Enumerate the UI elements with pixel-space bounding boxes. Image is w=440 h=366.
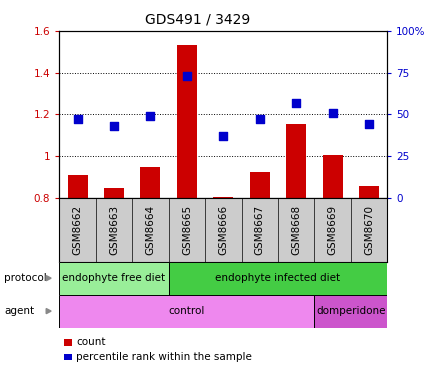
Bar [323,155,343,198]
Point [147,113,154,119]
Point [293,100,300,106]
Bar [250,172,270,198]
Bar [68,175,88,198]
Text: GSM8664: GSM8664 [146,205,155,255]
Text: GDS491 / 3429: GDS491 / 3429 [145,13,251,27]
Point [329,110,336,116]
Bar [169,262,387,295]
Text: domperidone: domperidone [316,306,385,316]
Point [110,123,117,129]
Point [183,73,191,79]
Bar [177,45,197,198]
Bar [59,262,169,295]
Bar [213,197,233,198]
Bar [359,186,379,198]
Text: control: control [169,306,205,316]
Text: endophyte free diet: endophyte free diet [62,273,165,283]
Text: GSM8668: GSM8668 [291,205,301,255]
Bar [140,168,161,198]
Point [74,116,81,122]
Text: protocol: protocol [4,273,47,283]
Text: agent: agent [4,306,34,316]
Bar [104,188,124,198]
Text: GSM8663: GSM8663 [109,205,119,255]
Text: percentile rank within the sample: percentile rank within the sample [76,352,252,362]
Text: GSM8662: GSM8662 [73,205,83,255]
Text: GSM8670: GSM8670 [364,205,374,255]
Point [366,122,373,127]
Point [256,116,263,122]
Text: endophyte infected diet: endophyte infected diet [215,273,341,283]
Text: GSM8667: GSM8667 [255,205,265,255]
Text: count: count [76,337,106,347]
Text: GSM8666: GSM8666 [218,205,228,255]
Bar [59,295,314,328]
Point [220,133,227,139]
Text: GSM8665: GSM8665 [182,205,192,255]
Bar [286,124,306,198]
Bar [314,295,387,328]
Text: GSM8669: GSM8669 [327,205,337,255]
